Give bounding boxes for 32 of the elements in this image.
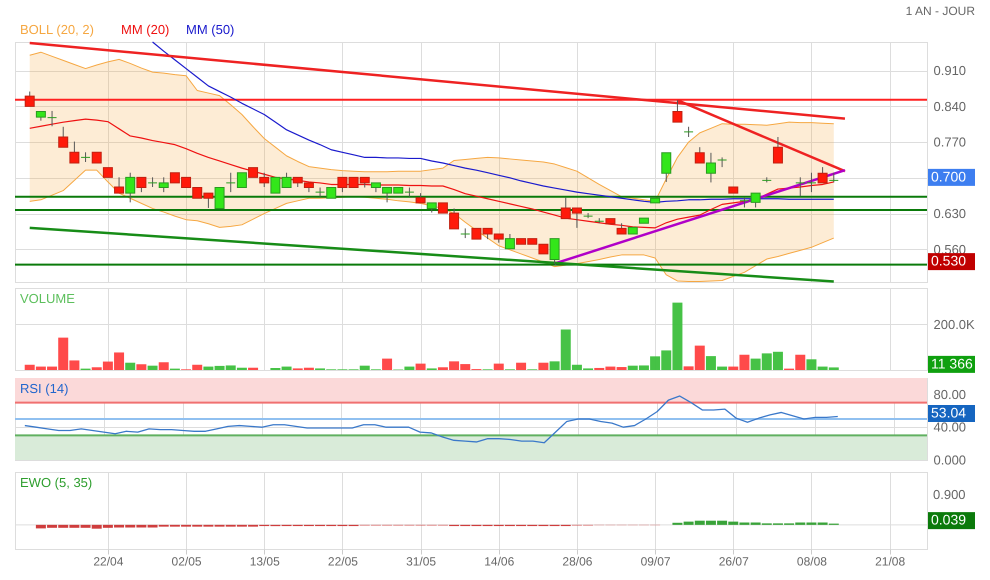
y-tick-label: 200.0K <box>934 316 976 332</box>
chart-title: EWO (5, 35) <box>20 475 92 490</box>
x-tick-label: 09/07 <box>640 554 671 568</box>
series-label: BOLL (20, 2) <box>20 22 94 37</box>
ref-line-label: 0.530 <box>931 252 966 269</box>
text: 0.700 <box>931 168 966 184</box>
text: 53.04 <box>931 404 966 421</box>
y-tick-label: 0.840 <box>934 98 966 114</box>
x-tick-label: 28/06 <box>562 554 593 568</box>
x-tick-label: 26/07 <box>718 554 750 568</box>
text: 11 366 <box>931 355 973 372</box>
chart-title: VOLUME <box>20 291 76 306</box>
series-label: MM (50) <box>186 22 234 37</box>
y-tick-label: 0.000 <box>934 452 966 468</box>
chart-subtitle: 1 AN - JOUR <box>906 4 976 18</box>
y-tick-label: 0.630 <box>934 206 966 222</box>
x-tick-label: 22/04 <box>93 554 124 568</box>
text: 0.900 <box>933 487 966 502</box>
y-tick-label: 80.00 <box>934 386 966 402</box>
x-tick-label: 13/05 <box>250 554 280 568</box>
y-tick-label: 40.00 <box>934 420 966 435</box>
text: 0.039 <box>931 512 966 528</box>
chart-title: RSI (14) <box>20 381 68 396</box>
x-tick-label: 14/06 <box>484 554 515 568</box>
y-tick-label: 0.770 <box>934 134 966 150</box>
text: MM (20) <box>121 22 170 37</box>
x-tick-label: 22/05 <box>328 554 358 568</box>
x-tick-label: 08/08 <box>796 554 828 568</box>
x-tick-label: 21/08 <box>875 554 906 568</box>
x-tick-label: 02/05 <box>172 554 202 568</box>
x-tick-label: 31/05 <box>406 554 436 568</box>
y-tick-label: 0.910 <box>934 63 966 78</box>
